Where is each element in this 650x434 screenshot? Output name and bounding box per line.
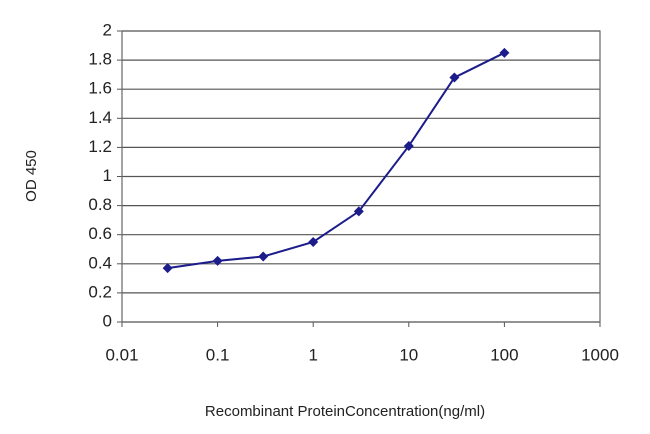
y-tick-label: 0.6 — [88, 224, 112, 243]
data-point — [212, 255, 223, 266]
data-point — [403, 140, 414, 151]
y-tick-label: 1.4 — [88, 108, 112, 127]
y-tick-label: 0.2 — [88, 282, 112, 301]
x-tick-label: 10 — [399, 345, 418, 364]
plot-frame — [121, 30, 601, 323]
x-tick-label: 100 — [490, 345, 518, 364]
y-tick-label: 0.8 — [88, 195, 112, 214]
data-point — [308, 236, 319, 247]
data-point — [162, 263, 173, 274]
data-point — [449, 72, 460, 83]
x-tick-label: 1000 — [581, 345, 619, 364]
y-axis-title: OD 450 — [23, 150, 40, 202]
y-tick-label: 1 — [103, 166, 112, 185]
y-tick-label: 1.6 — [88, 79, 112, 98]
y-tick-label: 1.2 — [88, 137, 112, 156]
y-tick-label: 1.8 — [88, 50, 112, 69]
data-point — [258, 251, 269, 262]
data-point — [499, 47, 510, 58]
x-tick-label: 0.01 — [105, 345, 138, 364]
data-point — [353, 206, 364, 217]
y-tick-label: 0 — [103, 311, 112, 330]
y-tick-label: 0.4 — [88, 253, 112, 272]
data-line — [167, 51, 505, 270]
y-tick-label: 2 — [103, 20, 112, 39]
x-axis-title: Recombinant ProteinConcentration(ng/ml) — [205, 403, 485, 420]
x-tick-label: 1 — [308, 345, 317, 364]
x-tick-label: 0.1 — [206, 345, 230, 364]
